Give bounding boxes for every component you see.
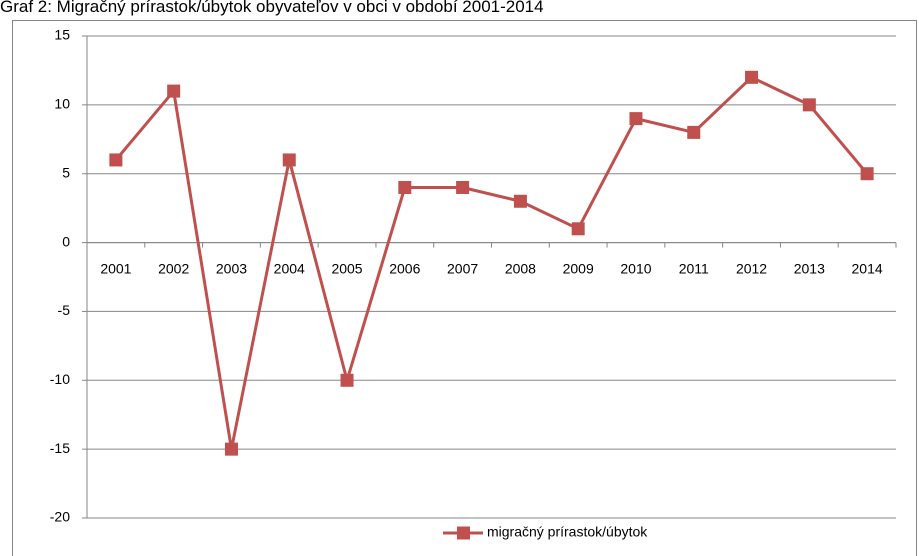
y-tick-label: 0 [62,233,70,249]
x-tick-label: 2013 [794,260,825,276]
y-tick-label: 5 [62,164,70,180]
x-tick-label: 2009 [563,260,594,276]
point-marker [224,442,238,456]
point-marker [340,373,354,387]
y-tick-label: 10 [54,96,70,112]
y-tick-label: -20 [50,509,70,525]
y-tick-label: -10 [50,371,70,387]
x-tick-label: 2006 [389,260,420,276]
point-marker [802,98,816,112]
x-tick-label: 2010 [620,260,651,276]
series-line [114,75,869,451]
legend-label: migračný prírastok/úbytok [487,524,648,540]
point-marker [629,112,643,126]
x-tick-label: 2004 [274,260,305,276]
point-marker [282,153,296,167]
x-tick-label: 2007 [447,260,478,276]
point-marker [109,153,123,167]
x-tick-label: 2005 [331,260,362,276]
point-marker [860,167,874,181]
point-marker [398,180,412,194]
x-tick-label: 2001 [100,260,131,276]
point-marker [167,84,181,98]
point-marker [513,194,527,208]
y-tick-label: -5 [58,302,71,318]
x-tick-label: 2008 [505,260,536,276]
y-tick-label: 15 [54,27,70,43]
point-marker [745,70,759,84]
chart-frame [12,20,917,556]
x-tick-label: 2011 [679,260,709,276]
legend-marker [457,526,470,540]
x-tick-label: 2002 [158,260,189,276]
point-marker [687,125,701,139]
point-marker [571,222,585,236]
y-tick-label: -15 [50,440,70,456]
x-tick-label: 2003 [216,260,247,276]
x-tick-label: 2012 [736,260,767,276]
chart-title: Graf 2: Migračný prírastok/úbytok obyvat… [0,0,544,16]
x-tick-label: 2014 [852,260,883,276]
point-marker [456,180,470,194]
